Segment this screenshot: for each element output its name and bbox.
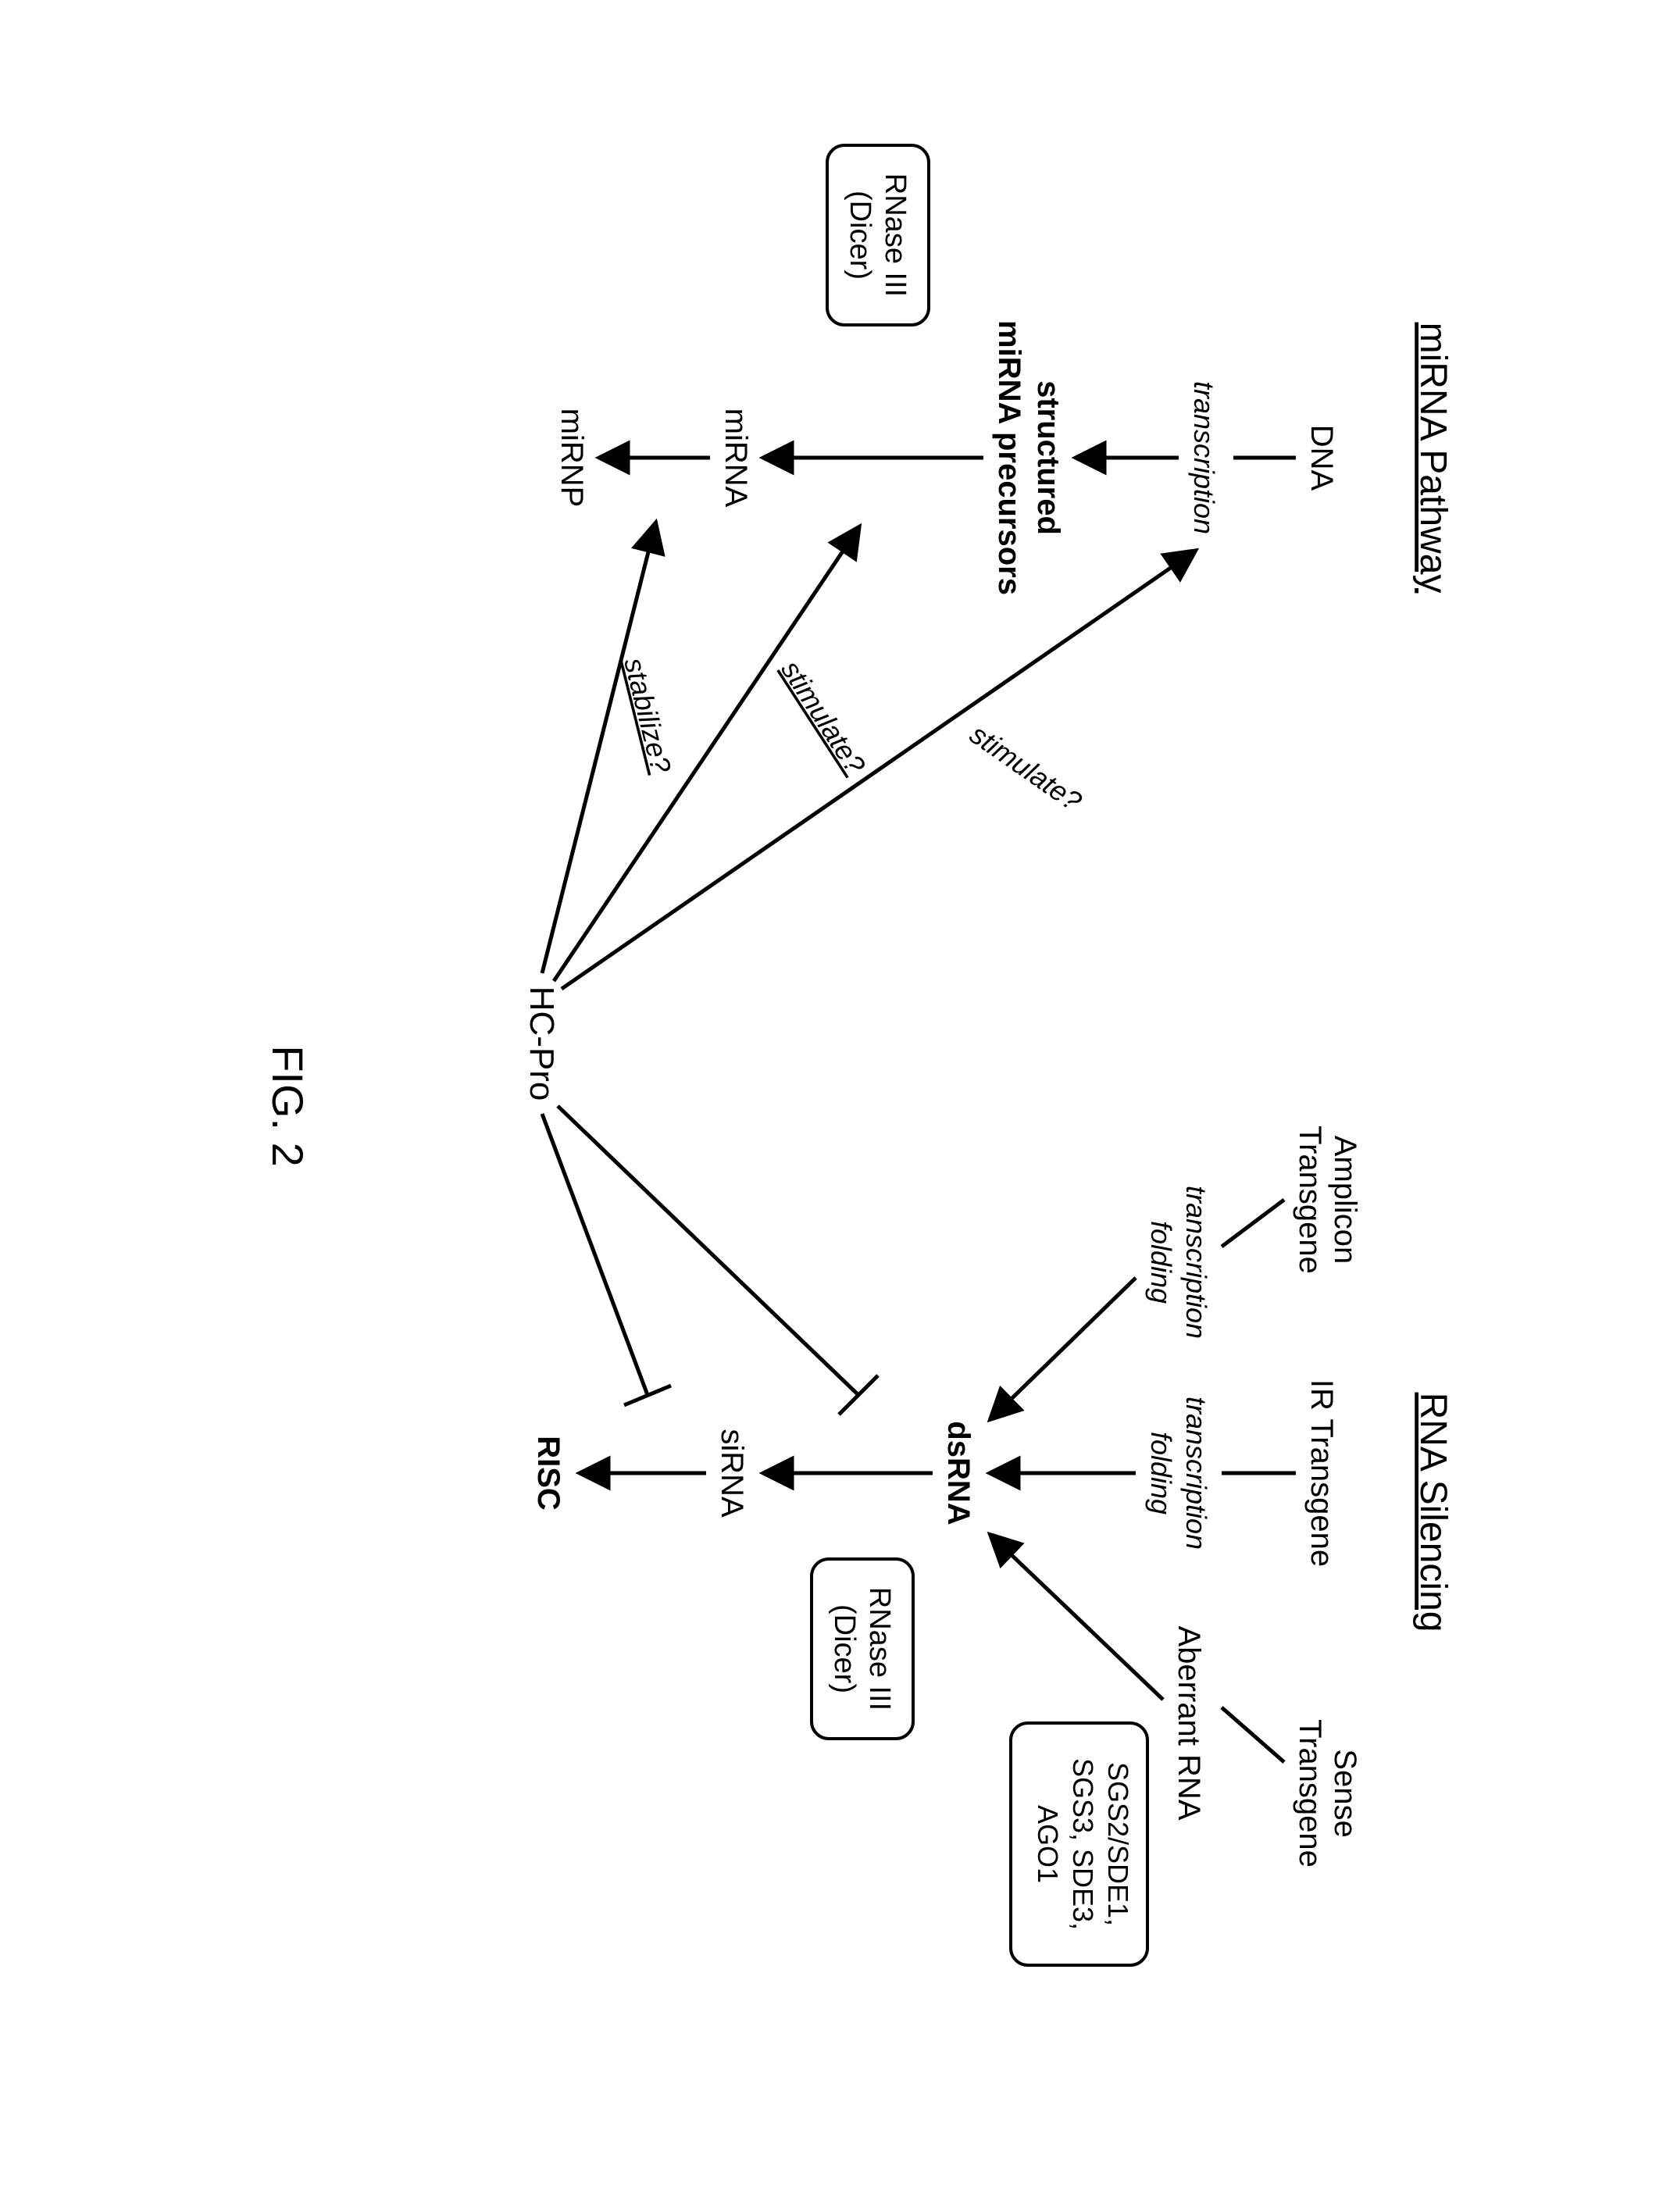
figure-label: FIG. 2 [263,1045,312,1167]
rnase-left-l2: (Dicer) [844,191,876,280]
aberrant-to-dsrna [991,1536,1163,1700]
genes-l2: SGS3, SDE3, [1067,1758,1099,1930]
t2-l2: folding [1145,1432,1177,1515]
ir-transgene: IR Transgene [1304,1379,1339,1567]
genes-l3: AGO1 [1032,1805,1064,1883]
aberrant-rna: Aberrant RNA [1172,1626,1206,1821]
mirna-pathway-title: miRNA Pathway [1412,323,1454,594]
amplicon-l2: Transgene [1293,1126,1327,1274]
amplicon-l1: Amplicon [1328,1136,1362,1265]
t2-l1: transcription [1180,1397,1212,1550]
rnase-box-left [827,145,929,325]
pathway-diagram: miRNA Pathway RNA Silencing DNA transcri… [132,91,1538,2121]
dsrna-node: dsRNA [941,1421,976,1525]
hcpro-to-smp [554,528,858,981]
smp-line2: miRNA precursors [992,320,1026,595]
transcription-left: transcription [1188,381,1220,534]
mirna-node: miRNA [719,409,753,508]
sense-l2: Transgene [1293,1719,1327,1868]
sirna-node: siRNA [715,1429,749,1518]
amplicon-line [1222,1200,1284,1247]
mirnp-node: miRNP [555,409,589,508]
stimulate-2: stimulate? [775,655,872,780]
hcpro-inhibit-dsrna [558,1106,878,1415]
hcpro-to-mirna [542,524,655,973]
rnase-left-l1: RNase III [879,173,912,297]
hcpro-inhibit-sirna [542,1114,671,1405]
rnase-box-right [812,1559,913,1739]
smp-line1: structured [1031,380,1065,535]
stabilize: stabilize? [618,655,677,776]
rnase-right-l2: (Dicer) [828,1604,861,1693]
stimulate-1: stimulate? [964,718,1087,818]
amplicon-to-dsrna [991,1278,1136,1418]
sense-l1: Sense [1328,1749,1362,1837]
t1-l2: folding [1145,1221,1177,1304]
rnase-right-l1: RNase III [863,1587,896,1711]
dna-node: DNA [1304,425,1339,491]
diagram-wrapper: miRNA Pathway RNA Silencing DNA transcri… [132,91,1538,2121]
t1-l1: transcription [1180,1186,1212,1339]
page: miRNA Pathway RNA Silencing DNA transcri… [0,0,1670,2212]
hcpro-node: HC-Pro [523,986,561,1101]
risc-node: RISC [531,1436,566,1511]
rna-silencing-title: RNA Silencing [1412,1393,1454,1632]
genes-l1: SGS2/SDE1, [1102,1762,1134,1926]
sense-line [1222,1707,1284,1762]
